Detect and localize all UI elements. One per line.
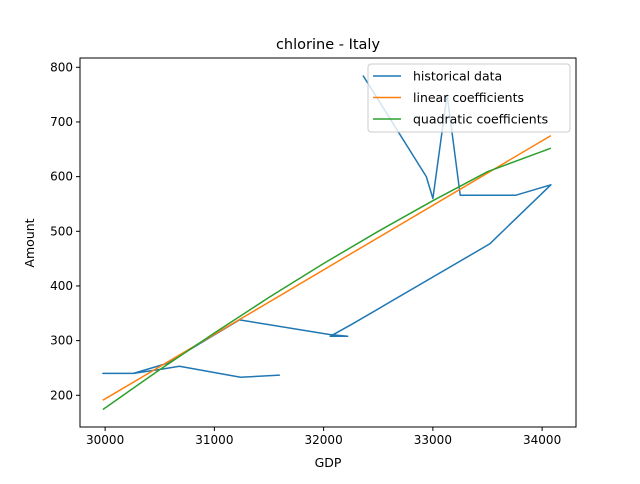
legend-label-linear-coefficients: linear coefficients — [413, 90, 524, 105]
y-axis-label: Amount — [22, 218, 37, 267]
y-tick-label: 700 — [50, 115, 73, 129]
axes-frame — [79, 57, 577, 428]
x-tick-label: 34000 — [523, 433, 561, 447]
x-tick-label: 31000 — [195, 433, 233, 447]
legend-label-quadratic-coefficients: quadratic coefficients — [413, 112, 548, 127]
y-tick-label: 400 — [50, 279, 73, 293]
series-line-quadratic-coefficients — [102, 147, 552, 411]
x-axis-label: GDP — [315, 455, 342, 470]
x-axis: 30000 31000 32000 33000 34000 — [86, 427, 561, 447]
y-tick-label: 600 — [50, 170, 73, 184]
x-tick-label: 32000 — [305, 433, 343, 447]
y-tick-label: 500 — [50, 224, 73, 238]
x-tick-label: 30000 — [86, 433, 124, 447]
y-axis: 200 300 400 500 600 700 800 — [50, 60, 80, 402]
chart-title: chlorine - Italy — [276, 37, 380, 53]
legend-box — [367, 63, 571, 133]
y-tick-label: 300 — [50, 334, 73, 348]
series-line-linear-coefficients — [102, 134, 552, 401]
legend: historical data linear coefficients quadra… — [367, 63, 571, 133]
y-tick-label: 800 — [50, 60, 73, 74]
x-tick-label: 33000 — [414, 433, 452, 447]
y-tick-label: 200 — [50, 388, 73, 402]
legend-label-historical-data: historical data — [413, 69, 502, 84]
